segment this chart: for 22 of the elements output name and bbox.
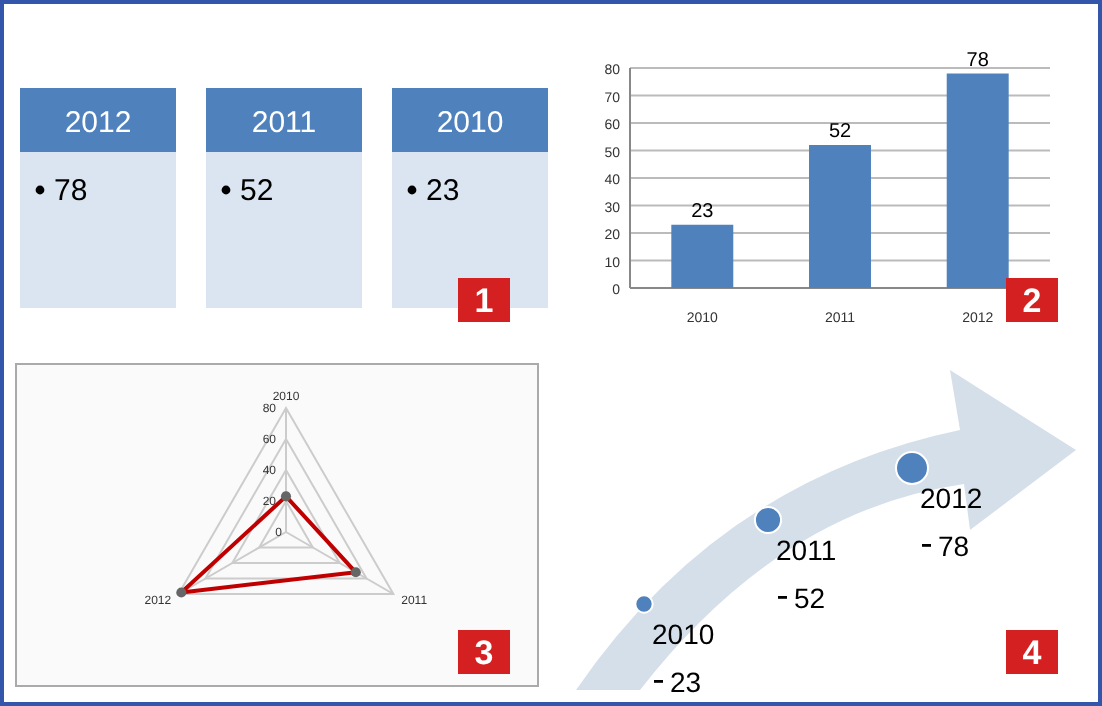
category-label: 2010 xyxy=(652,618,715,650)
bar xyxy=(671,224,734,288)
category-label: 2010 xyxy=(436,106,504,140)
data-label: 23 xyxy=(691,200,715,223)
text: 1 xyxy=(474,282,494,320)
category-label: 2012 xyxy=(920,482,983,514)
category-label: 2012 xyxy=(64,106,132,140)
data-label: 52 xyxy=(240,174,274,208)
data-label: 78 xyxy=(54,174,88,208)
data-label: 23 xyxy=(670,666,702,698)
data-label: 52 xyxy=(794,582,826,614)
bar xyxy=(809,145,871,288)
data-label: 23 xyxy=(426,174,460,208)
annotation: 2 xyxy=(1022,282,1042,320)
data-label: 52 xyxy=(828,121,852,143)
category-label: 2011 xyxy=(776,534,837,566)
category-label: 2011 xyxy=(251,106,317,140)
data-label: 78 xyxy=(966,49,990,72)
text: 3 xyxy=(474,634,494,672)
data-label: 78 xyxy=(938,530,970,562)
bar xyxy=(946,73,1009,288)
text: 4 xyxy=(1022,634,1043,672)
